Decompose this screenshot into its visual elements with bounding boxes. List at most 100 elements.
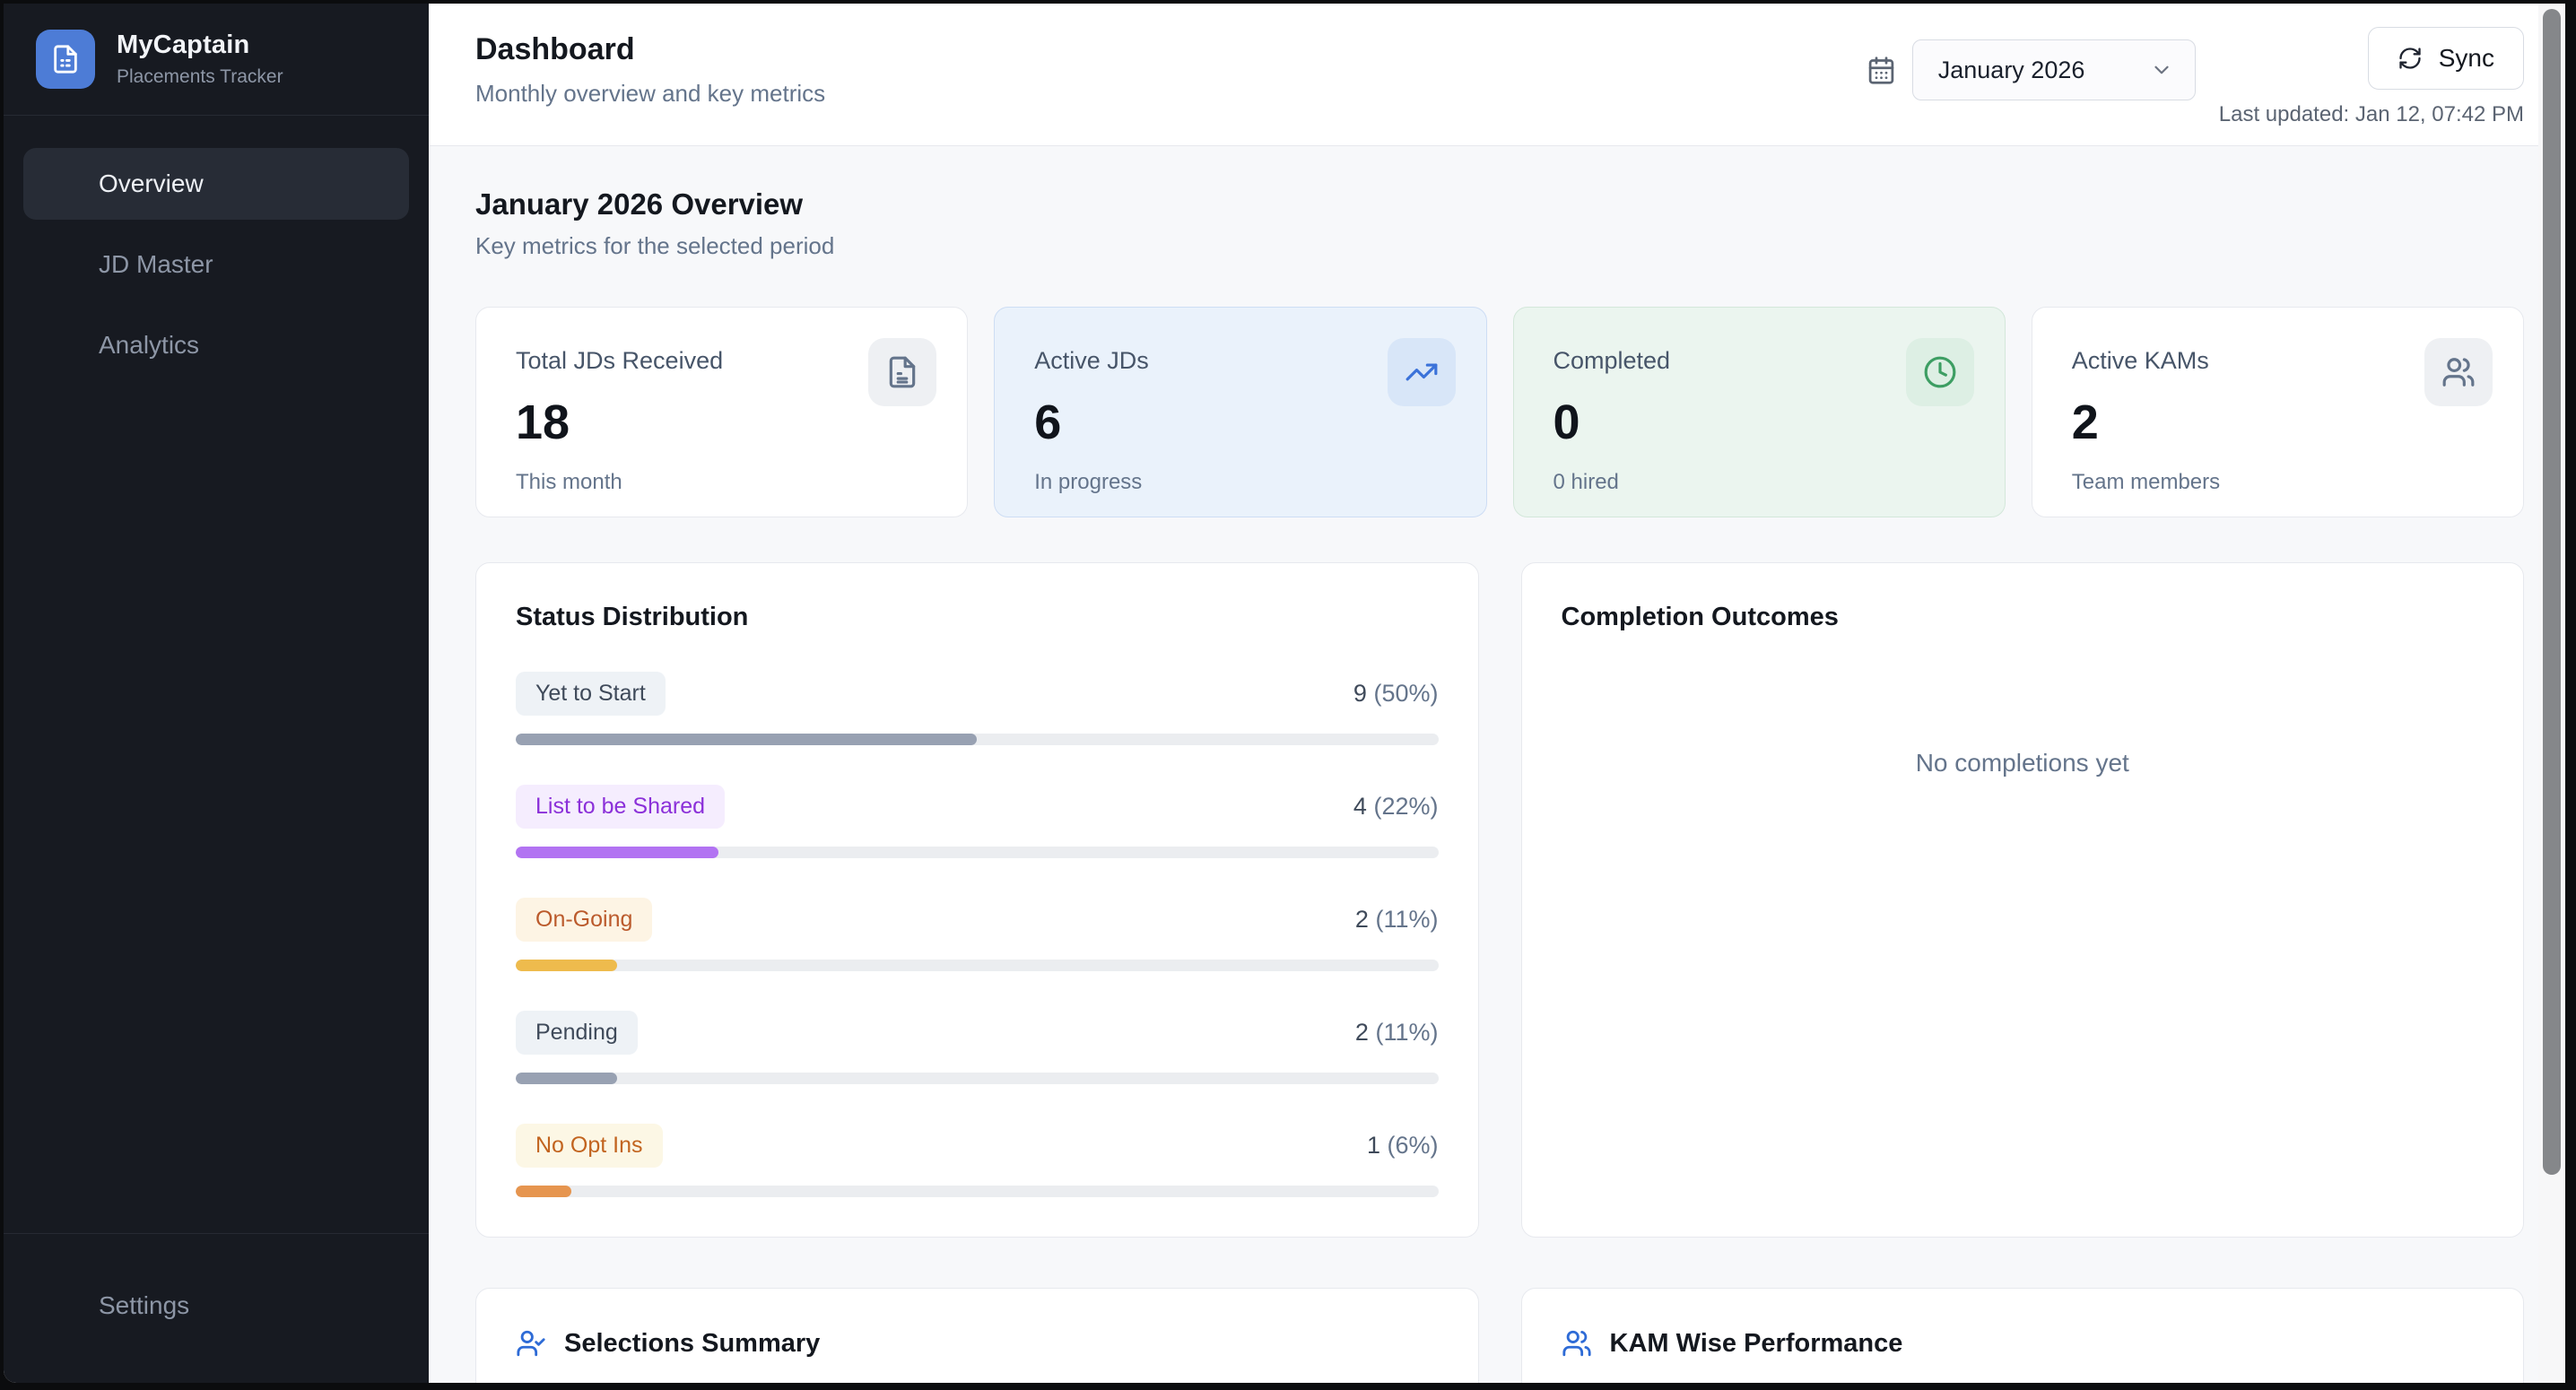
- period-select[interactable]: January 2026: [1912, 39, 2196, 100]
- gear-icon: [47, 1290, 77, 1321]
- content: January 2026 Overview Key metrics for th…: [429, 146, 2565, 1383]
- refresh-icon: [2398, 46, 2423, 71]
- document-icon: [50, 44, 81, 74]
- metric-card-active-jds: Active JDs 6 In progress: [994, 307, 1486, 517]
- bottom-row: Selections Summary 0 Total Selections 0 …: [475, 1288, 2524, 1383]
- status-badge: Yet to Start: [516, 672, 666, 716]
- status-row: Yet to Start 9 (50%): [516, 672, 1439, 745]
- metric-cards-row: Total JDs Received 18 This month Active …: [475, 307, 2524, 517]
- status-row: Pending 2 (11%): [516, 1011, 1439, 1084]
- sidebar-item-analytics[interactable]: Analytics: [23, 309, 409, 381]
- settings-block: Settings: [4, 1234, 429, 1383]
- kam-performance-panel: KAM Wise Performance KAM Published Compl…: [1521, 1288, 2525, 1383]
- brand-logo: [36, 30, 95, 89]
- status-count: 9: [1353, 680, 1367, 707]
- calendar-icon: [1867, 56, 1896, 85]
- status-bar-track: [516, 1073, 1439, 1084]
- metric-label: Total JDs Received: [516, 347, 927, 375]
- bar-chart-icon: [47, 330, 77, 361]
- sidebar-item-jd-master[interactable]: JD Master: [23, 229, 409, 300]
- completion-outcomes-panel: Completion Outcomes No completions yet: [1521, 562, 2525, 1238]
- status-count: 2: [1355, 1019, 1369, 1046]
- status-badge: List to be Shared: [516, 785, 725, 829]
- app-window: MyCaptain Placements Tracker Overview JD…: [4, 4, 2565, 1383]
- brand: MyCaptain Placements Tracker: [4, 4, 429, 115]
- status-percent: (50%): [1373, 680, 1438, 707]
- metric-card-active-kams: Active KAMs 2 Team members: [2032, 307, 2524, 517]
- sidebar-nav: Overview JD Master Analytics: [4, 116, 429, 1233]
- metric-sub: This month: [516, 470, 927, 495]
- scrollbar-thumb[interactable]: [2543, 9, 2561, 1175]
- sync-button[interactable]: Sync: [2368, 27, 2524, 90]
- panel-title: Selections Summary: [564, 1329, 820, 1359]
- status-bar-fill: [516, 734, 977, 745]
- status-row: No Opt Ins 1 (6%): [516, 1124, 1439, 1197]
- period-select-value: January 2026: [1938, 56, 2085, 84]
- dashboard-grid-icon: [47, 169, 77, 199]
- status-badge: No Opt Ins: [516, 1124, 663, 1168]
- sidebar-item-label: Overview: [99, 169, 204, 198]
- status-percent: (22%): [1373, 793, 1438, 820]
- metric-sub: In progress: [1034, 470, 1446, 495]
- sidebar-item-label: Analytics: [99, 331, 199, 360]
- metric-value: 18: [516, 395, 927, 450]
- status-value: 2 (11%): [1355, 1019, 1439, 1047]
- clock-icon: [1923, 355, 1957, 389]
- page-subtitle: Monthly overview and key metrics: [475, 80, 825, 108]
- brand-name: MyCaptain: [117, 30, 283, 60]
- status-value: 1 (6%): [1367, 1132, 1439, 1160]
- panel-title: Status Distribution: [516, 603, 1439, 632]
- users-icon: [1562, 1328, 1592, 1359]
- status-value: 9 (50%): [1353, 680, 1439, 708]
- metric-label: Completed: [1553, 347, 1965, 375]
- sidebar-item-settings[interactable]: Settings: [23, 1270, 409, 1342]
- status-value: 4 (22%): [1353, 793, 1439, 821]
- metric-value: 0: [1553, 395, 1965, 450]
- metric-value: 6: [1034, 395, 1446, 450]
- page-header-left: Dashboard Monthly overview and key metri…: [475, 27, 825, 145]
- document-icon: [885, 355, 919, 389]
- status-bar-fill: [516, 847, 718, 858]
- trending-up-icon: [1405, 355, 1439, 389]
- status-percent: (6%): [1387, 1132, 1438, 1159]
- last-updated-text: Last updated: Jan 12, 07:42 PM: [2219, 102, 2524, 127]
- page-header: Dashboard Monthly overview and key metri…: [429, 4, 2565, 146]
- main-area: Dashboard Monthly overview and key metri…: [429, 4, 2565, 1383]
- empty-state-text: No completions yet: [1562, 749, 2485, 778]
- metric-sub: Team members: [2072, 470, 2484, 495]
- sidebar-item-label: Settings: [99, 1291, 189, 1320]
- brand-text: MyCaptain Placements Tracker: [117, 30, 283, 88]
- overview-heading: January 2026 Overview: [475, 187, 2524, 222]
- sidebar-item-overview[interactable]: Overview: [23, 148, 409, 220]
- metric-icon-tile: [1388, 338, 1456, 406]
- status-badge: On-Going: [516, 898, 652, 942]
- status-row: List to be Shared 4 (22%): [516, 785, 1439, 858]
- page-title: Dashboard: [475, 27, 825, 67]
- status-count: 1: [1367, 1132, 1380, 1159]
- status-bar-track: [516, 847, 1439, 858]
- panel-title: KAM Wise Performance: [1610, 1329, 1903, 1359]
- overview-subheading: Key metrics for the selected period: [475, 232, 2524, 260]
- user-check-icon: [516, 1328, 546, 1359]
- panel-head: KAM Wise Performance: [1562, 1328, 2485, 1359]
- metric-icon-tile: [1906, 338, 1974, 406]
- scrollbar-track[interactable]: [2538, 4, 2565, 1383]
- status-count: 4: [1353, 793, 1367, 820]
- page-header-right: January 2026 Sync Last updated: Jan 12, …: [1867, 27, 2524, 145]
- status-bar-track: [516, 960, 1439, 971]
- metric-icon-tile: [2424, 338, 2493, 406]
- status-bar-fill: [516, 1073, 617, 1084]
- status-row: On-Going 2 (11%): [516, 898, 1439, 971]
- status-bar-track: [516, 734, 1439, 745]
- panel-head: Selections Summary: [516, 1328, 1439, 1359]
- metric-card-total-jds: Total JDs Received 18 This month: [475, 307, 968, 517]
- sidebar: MyCaptain Placements Tracker Overview JD…: [4, 4, 429, 1383]
- status-count: 2: [1355, 906, 1369, 933]
- users-icon: [2441, 355, 2476, 389]
- status-percent: (11%): [1375, 906, 1438, 933]
- brand-tagline: Placements Tracker: [117, 66, 283, 88]
- selections-summary-panel: Selections Summary 0 Total Selections 0 …: [475, 1288, 1479, 1383]
- metric-sub: 0 hired: [1553, 470, 1965, 495]
- metric-value: 2: [2072, 395, 2484, 450]
- sidebar-item-label: JD Master: [99, 250, 213, 279]
